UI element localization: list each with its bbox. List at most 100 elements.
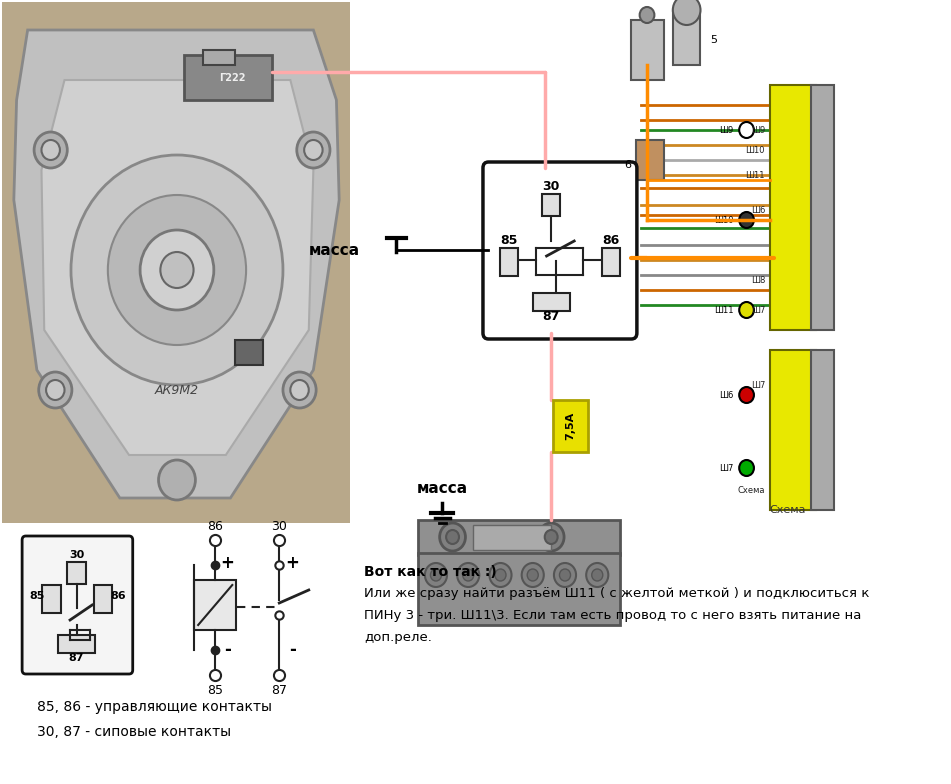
Text: Ш7: Ш7 [750,380,765,390]
Bar [636,140,664,180]
Circle shape [586,563,609,587]
Bar [631,20,664,80]
Text: Ш8: Ш8 [750,275,765,285]
Text: Ш10: Ш10 [714,216,733,224]
Circle shape [592,569,603,581]
Text: Ш6: Ш6 [719,390,733,400]
Bar [235,340,262,365]
Bar [473,525,552,550]
FancyBboxPatch shape [22,536,133,674]
Circle shape [34,132,68,168]
Circle shape [559,569,571,581]
Circle shape [739,122,754,138]
Text: Ш7: Ш7 [719,463,733,473]
Circle shape [42,140,60,160]
Text: -: - [289,641,296,659]
Bar [417,553,620,625]
Bar [194,580,236,630]
Bar [68,562,86,584]
Circle shape [46,380,65,400]
Circle shape [290,380,309,400]
Text: Схема: Схема [738,485,765,495]
Circle shape [463,569,474,581]
Circle shape [297,132,330,168]
Circle shape [425,563,447,587]
Bar [184,55,272,100]
Circle shape [545,530,557,544]
Bar [811,350,834,510]
Text: -: - [224,641,231,659]
Text: Ш9: Ш9 [750,125,765,135]
Circle shape [739,387,754,403]
Circle shape [490,563,512,587]
Circle shape [107,195,246,345]
Circle shape [304,140,322,160]
Text: Ш7: Ш7 [750,306,765,314]
Text: 87: 87 [271,684,287,696]
Bar [43,585,61,613]
Circle shape [522,563,544,587]
Text: 87: 87 [68,653,85,663]
Polygon shape [14,30,340,498]
Bar [94,585,112,613]
Text: 30: 30 [542,180,560,193]
Text: Ш10: Ш10 [746,146,765,154]
Text: 30, 87 - сиповые контакты: 30, 87 - сиповые контакты [37,725,231,739]
Text: 5: 5 [709,35,717,45]
Circle shape [640,7,654,23]
Text: ПИНу 3 - три. Ш11\3. Если там есть провод то с него взять питание на: ПИНу 3 - три. Ш11\3. Если там есть прово… [364,609,862,622]
Text: +: + [221,554,235,572]
Circle shape [439,523,465,551]
Text: 87: 87 [542,310,560,322]
Circle shape [140,230,214,310]
Text: +: + [285,554,300,572]
Text: 86: 86 [206,521,223,533]
Bar [542,194,560,216]
Text: доп.реле.: доп.реле. [364,631,432,644]
Circle shape [161,252,194,288]
Text: Схема: Схема [769,505,806,515]
Text: 85: 85 [29,591,45,601]
Circle shape [39,372,72,408]
Circle shape [283,372,316,408]
Circle shape [446,530,459,544]
Circle shape [538,523,564,551]
Text: Ш11: Ш11 [746,170,765,180]
Bar [602,248,620,276]
Text: Вот как то так :): Вот как то так :) [364,565,496,579]
Text: 30: 30 [271,521,287,533]
Bar [533,293,570,311]
Circle shape [457,563,479,587]
Text: Или же сразу найти разъём Ш11 ( с желтой меткой ) и подклюситься к: Или же сразу найти разъём Ш11 ( с желтой… [364,587,869,600]
Circle shape [672,0,701,25]
Bar [203,50,235,65]
Text: 86: 86 [602,234,620,246]
Text: Ш11: Ш11 [714,306,733,314]
Circle shape [71,155,283,385]
Text: Г222: Г222 [219,73,245,83]
Text: 85, 86 - управляющие контакты: 85, 86 - управляющие контакты [37,700,272,714]
Circle shape [431,569,441,581]
FancyBboxPatch shape [483,162,637,339]
Text: Ш9: Ш9 [719,125,733,135]
Circle shape [527,569,538,581]
Text: 85: 85 [206,684,223,696]
Bar [553,400,588,452]
Text: Ш6: Ш6 [750,205,765,215]
Circle shape [739,302,754,318]
Bar [811,85,834,330]
Circle shape [739,460,754,476]
Text: масса: масса [308,242,359,257]
Bar [769,85,816,330]
Bar [499,248,518,276]
Circle shape [739,212,754,228]
Text: 7,5A: 7,5A [566,412,575,440]
Circle shape [553,563,576,587]
Circle shape [495,569,506,581]
Text: 86: 86 [110,591,126,601]
Bar [672,10,701,65]
Polygon shape [42,80,314,455]
Text: АК9М2: АК9М2 [155,383,199,397]
Bar [417,520,620,555]
Text: 6: 6 [625,160,631,170]
